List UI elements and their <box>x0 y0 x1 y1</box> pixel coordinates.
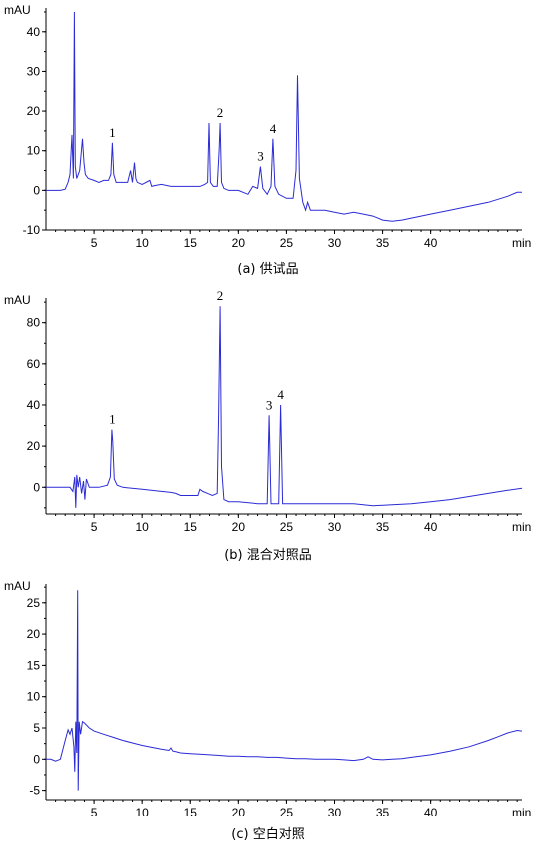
peak-label-3: 3 <box>257 149 264 164</box>
x-tick-label: 30 <box>328 806 342 816</box>
y-tick-label: 40 <box>27 25 41 39</box>
peak-label-1: 1 <box>109 412 116 427</box>
y-tick-label: 10 <box>27 690 41 704</box>
x-tick-label: 30 <box>328 520 342 532</box>
y-tick-label: 20 <box>27 439 41 453</box>
y-tick-label: 20 <box>27 627 41 641</box>
caption-a: (a) 供试品 <box>237 262 299 277</box>
x-tick-label: 25 <box>280 236 294 250</box>
x-tick-label: 10 <box>135 236 149 250</box>
x-tick-label: 40 <box>424 236 438 250</box>
x-tick-label: 10 <box>135 520 149 532</box>
y-tick-label: 0 <box>33 752 40 766</box>
y-tick-label: 40 <box>27 398 41 412</box>
y-axis-label: mAU <box>4 579 31 593</box>
x-tick-label: 25 <box>280 520 294 532</box>
peak-label-2: 2 <box>217 105 224 120</box>
chromatogram-b: 0 20 40 60 80 5 10 15 20 25 30 35 40 mAU min 1 2 34 <box>4 288 531 532</box>
y-tick-label: 30 <box>27 64 41 78</box>
y-tick-label: 5 <box>33 721 40 735</box>
peak-label-1: 1 <box>109 125 116 140</box>
peak-label-3: 3 <box>266 397 273 412</box>
x-tick-label: 30 <box>328 236 342 250</box>
x-tick-label: 15 <box>184 520 198 532</box>
x-tick-label: 25 <box>280 806 294 816</box>
x-axis-label: min <box>512 236 531 250</box>
y-tick-label: 0 <box>33 183 40 197</box>
chromatogram-c: -5 0 5 10 15 20 25 5 10 15 20 25 30 35 40 mAU min <box>4 579 531 816</box>
x-tick-label: 20 <box>232 236 246 250</box>
y-tick-label: -10 <box>23 223 41 237</box>
y-tick-label: 25 <box>27 596 41 610</box>
x-tick-label: 40 <box>424 806 438 816</box>
y-tick-label: 80 <box>27 316 41 330</box>
caption-c: (c) 空白对照 <box>231 827 305 842</box>
peak-label-2: 2 <box>217 288 224 303</box>
x-axis-label: min <box>512 806 531 816</box>
y-tick-label: 10 <box>27 144 41 158</box>
y-axis-label: mAU <box>4 293 31 307</box>
y-tick-label: 20 <box>27 104 41 118</box>
peak-label-4: 4 <box>277 387 284 402</box>
y-tick-label: 60 <box>27 357 41 371</box>
x-tick-label: 40 <box>424 520 438 532</box>
series-line <box>46 11 522 222</box>
x-axis-label: min <box>512 520 531 532</box>
x-tick-label: 15 <box>184 806 198 816</box>
x-tick-label: 35 <box>376 520 390 532</box>
chromatogram-a: -10 0 10 20 30 40 5 10 15 20 25 30 35 40 mAU min 1 2 34 <box>4 3 531 250</box>
x-tick-label: 20 <box>232 806 246 816</box>
series-line <box>46 306 523 508</box>
y-tick-label: -5 <box>29 784 40 798</box>
peak-label-4: 4 <box>270 121 277 136</box>
series-line <box>46 590 523 791</box>
x-tick-label: 10 <box>135 806 149 816</box>
x-tick-label: 20 <box>232 520 246 532</box>
x-tick-label: 5 <box>91 236 98 250</box>
y-axis-label: mAU <box>4 3 31 17</box>
x-tick-label: 35 <box>376 806 390 816</box>
x-tick-label: 5 <box>91 806 98 816</box>
caption-b: (b) 混合对照品 <box>224 548 312 563</box>
x-tick-label: 35 <box>376 236 390 250</box>
y-tick-label: 0 <box>33 480 40 494</box>
x-tick-label: 5 <box>91 520 98 532</box>
y-tick-label: 15 <box>27 658 41 672</box>
x-tick-label: 15 <box>184 236 198 250</box>
